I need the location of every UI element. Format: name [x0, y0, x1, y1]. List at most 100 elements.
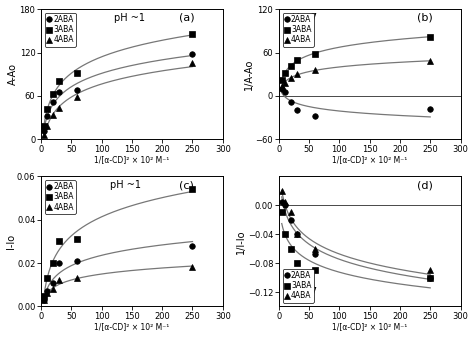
2ABA: [279, 87, 284, 91]
3ABA: [56, 80, 62, 84]
4ABA: [44, 124, 50, 128]
4ABA: [41, 133, 47, 137]
Text: (c): (c): [179, 180, 194, 190]
X-axis label: 1/[α-CD]² × 10² M⁻¹: 1/[α-CD]² × 10² M⁻¹: [332, 323, 407, 332]
Text: pH ~7: pH ~7: [286, 13, 317, 23]
4ABA: [50, 287, 56, 291]
2ABA: [294, 232, 300, 236]
3ABA: [50, 261, 56, 265]
4ABA: [288, 76, 294, 80]
Legend: 2ABA, 3ABA, 4ABA: 2ABA, 3ABA, 4ABA: [45, 180, 76, 214]
3ABA: [428, 35, 433, 39]
3ABA: [41, 294, 47, 298]
4ABA: [282, 81, 288, 85]
3ABA: [282, 232, 288, 236]
2ABA: [74, 259, 80, 263]
4ABA: [56, 105, 62, 110]
2ABA: [50, 100, 56, 104]
Line: 3ABA: 3ABA: [41, 32, 195, 129]
2ABA: [190, 52, 195, 56]
X-axis label: 1/[α-CD]² × 10² M⁻¹: 1/[α-CD]² × 10² M⁻¹: [332, 155, 407, 164]
4ABA: [279, 84, 284, 88]
Line: 4ABA: 4ABA: [41, 265, 195, 303]
3ABA: [44, 107, 50, 111]
2ABA: [294, 109, 300, 113]
Text: pH ~1: pH ~1: [110, 180, 141, 190]
2ABA: [312, 252, 318, 256]
3ABA: [294, 58, 300, 62]
Text: (d): (d): [417, 180, 433, 190]
3ABA: [288, 247, 294, 251]
3ABA: [288, 63, 294, 67]
3ABA: [190, 32, 195, 36]
4ABA: [428, 59, 433, 63]
3ABA: [294, 261, 300, 265]
Line: 3ABA: 3ABA: [41, 186, 195, 299]
4ABA: [279, 189, 284, 193]
2ABA: [428, 107, 433, 111]
4ABA: [44, 292, 50, 296]
3ABA: [282, 71, 288, 75]
Text: pH ~1: pH ~1: [114, 13, 145, 23]
3ABA: [428, 276, 433, 280]
4ABA: [282, 200, 288, 204]
Line: 4ABA: 4ABA: [279, 58, 433, 89]
2ABA: [312, 114, 318, 118]
Y-axis label: 1/I-Io: 1/I-Io: [236, 229, 246, 253]
Text: (a): (a): [179, 13, 195, 23]
Line: 4ABA: 4ABA: [279, 188, 433, 273]
Legend: 2ABA, 3ABA, 4ABA: 2ABA, 3ABA, 4ABA: [283, 269, 314, 303]
4ABA: [50, 114, 56, 118]
2ABA: [44, 289, 50, 293]
2ABA: [56, 261, 62, 265]
2ABA: [288, 218, 294, 222]
X-axis label: 1/[α-CD]² × 10² M⁻¹: 1/[α-CD]² × 10² M⁻¹: [94, 323, 170, 332]
Line: 2ABA: 2ABA: [41, 51, 195, 133]
Line: 4ABA: 4ABA: [41, 61, 195, 138]
3ABA: [41, 124, 47, 128]
3ABA: [279, 78, 284, 82]
4ABA: [74, 276, 80, 280]
3ABA: [56, 239, 62, 243]
3ABA: [44, 276, 50, 280]
Text: (b): (b): [417, 13, 433, 23]
4ABA: [312, 247, 318, 251]
2ABA: [288, 100, 294, 104]
Legend: 2ABA, 3ABA, 4ABA: 2ABA, 3ABA, 4ABA: [283, 13, 314, 47]
2ABA: [190, 244, 195, 248]
4ABA: [190, 61, 195, 65]
2ABA: [282, 90, 288, 94]
Line: 3ABA: 3ABA: [279, 210, 433, 280]
3ABA: [190, 187, 195, 191]
2ABA: [41, 298, 47, 302]
Legend: 2ABA, 3ABA, 4ABA: 2ABA, 3ABA, 4ABA: [45, 13, 76, 47]
Y-axis label: I-Io: I-Io: [6, 234, 16, 249]
2ABA: [44, 114, 50, 118]
3ABA: [50, 92, 56, 96]
2ABA: [74, 88, 80, 92]
2ABA: [279, 200, 284, 204]
3ABA: [74, 71, 80, 75]
2ABA: [428, 276, 433, 280]
3ABA: [312, 52, 318, 56]
4ABA: [288, 210, 294, 214]
4ABA: [294, 72, 300, 76]
4ABA: [74, 95, 80, 99]
2ABA: [50, 281, 56, 285]
4ABA: [41, 298, 47, 302]
4ABA: [312, 68, 318, 72]
3ABA: [279, 210, 284, 214]
4ABA: [56, 278, 62, 282]
4ABA: [294, 232, 300, 236]
Y-axis label: 1/A-Ao: 1/A-Ao: [244, 59, 254, 90]
4ABA: [190, 265, 195, 269]
Line: 2ABA: 2ABA: [279, 199, 433, 280]
4ABA: [428, 268, 433, 272]
3ABA: [312, 268, 318, 272]
Line: 2ABA: 2ABA: [41, 243, 195, 303]
Line: 3ABA: 3ABA: [279, 34, 433, 83]
Text: pH ~7: pH ~7: [286, 287, 317, 297]
3ABA: [74, 237, 80, 241]
X-axis label: 1/[α-CD]² × 10² M⁻¹: 1/[α-CD]² × 10² M⁻¹: [94, 155, 170, 164]
Line: 2ABA: 2ABA: [279, 86, 433, 119]
